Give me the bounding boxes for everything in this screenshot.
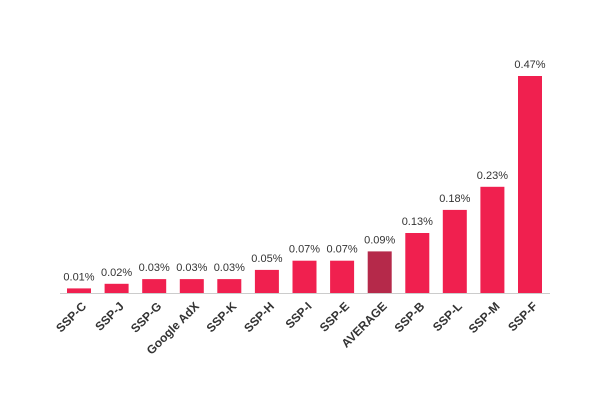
category-label-ssp-i: SSP-I bbox=[283, 299, 315, 331]
value-label-average: 0.09% bbox=[364, 234, 395, 246]
bar-ssp-j bbox=[104, 283, 129, 293]
value-label-ssp-i: 0.07% bbox=[289, 244, 320, 256]
bar-average bbox=[367, 251, 392, 293]
category-label-ssp-m: SSP-M bbox=[466, 299, 503, 336]
value-label-ssp-m: 0.23% bbox=[477, 170, 508, 182]
bar-ssp-k bbox=[217, 279, 242, 293]
category-label-ssp-f: SSP-F bbox=[505, 299, 540, 334]
category-label-ssp-c: SSP-C bbox=[53, 299, 89, 335]
bar-ssp-i bbox=[292, 260, 317, 293]
value-label-ssp-k: 0.03% bbox=[214, 262, 245, 274]
bar-ssp-e bbox=[330, 260, 355, 293]
bar-ssp-f bbox=[518, 76, 542, 293]
value-label-ssp-e: 0.07% bbox=[326, 244, 357, 256]
bar-ssp-g bbox=[142, 279, 167, 293]
category-label-ssp-l: SSP-L bbox=[430, 299, 465, 334]
bar-ssp-b bbox=[405, 233, 430, 293]
bars-group bbox=[67, 76, 542, 293]
value-label-ssp-f: 0.47% bbox=[514, 59, 545, 71]
value-label-ssp-j: 0.02% bbox=[101, 267, 132, 279]
category-label-ssp-e: SSP-E bbox=[317, 299, 352, 334]
category-label-ssp-h: SSP-H bbox=[241, 299, 277, 335]
bar-ssp-h bbox=[254, 269, 279, 293]
value-label-ssp-b: 0.13% bbox=[402, 216, 433, 228]
bar-ssp-m bbox=[480, 186, 505, 293]
value-label-ssp-g: 0.03% bbox=[139, 262, 170, 274]
bar-google-adx bbox=[179, 279, 204, 293]
value-label-ssp-h: 0.05% bbox=[251, 253, 282, 265]
value-label-google-adx: 0.03% bbox=[176, 262, 207, 274]
value-label-ssp-l: 0.18% bbox=[439, 193, 470, 205]
value-labels-group: 0.01% 0.02% 0.03% 0.03% 0.03% 0.05% 0.07% 0.07%… bbox=[63, 59, 545, 283]
category-label-ssp-k: SSP-K bbox=[204, 299, 240, 335]
bar-ssp-c bbox=[67, 288, 91, 293]
category-label-ssp-j: SSP-J bbox=[92, 299, 126, 333]
category-label-ssp-b: SSP-B bbox=[392, 299, 428, 335]
category-label-ssp-g: SSP-G bbox=[128, 299, 164, 335]
value-label-ssp-c: 0.01% bbox=[63, 271, 94, 283]
bar-ssp-l bbox=[442, 209, 467, 293]
